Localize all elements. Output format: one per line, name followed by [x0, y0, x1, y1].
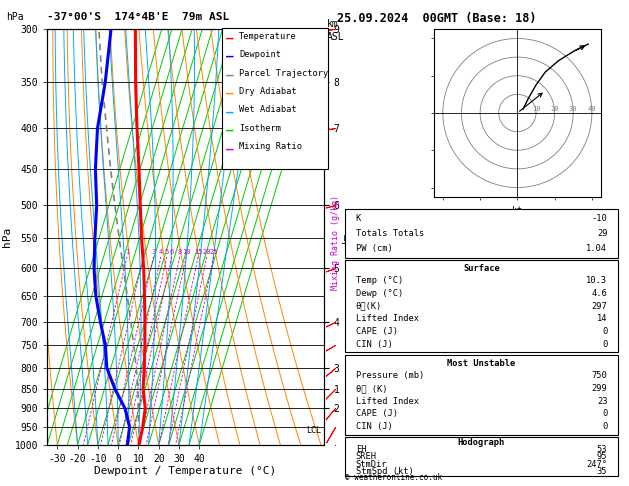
- Text: Totals Totals: Totals Totals: [355, 229, 424, 238]
- Text: —: —: [226, 50, 234, 63]
- Text: θᴇ (K): θᴇ (K): [355, 384, 387, 393]
- Text: 53: 53: [597, 445, 608, 454]
- Text: Mixing Ratio: Mixing Ratio: [239, 142, 302, 152]
- Text: θᴇ(K): θᴇ(K): [355, 302, 382, 311]
- Text: Surface: Surface: [463, 264, 500, 273]
- Text: Dewp (°C): Dewp (°C): [355, 289, 403, 298]
- Text: Isotherm: Isotherm: [239, 124, 281, 133]
- Text: StmDir: StmDir: [355, 460, 387, 469]
- Text: Dry Adiabat: Dry Adiabat: [239, 87, 297, 96]
- Text: Lifted Index: Lifted Index: [355, 314, 419, 323]
- Text: 14: 14: [597, 314, 608, 323]
- Text: 40: 40: [587, 106, 596, 112]
- X-axis label: kt: kt: [513, 206, 522, 215]
- Text: Lifted Index: Lifted Index: [355, 397, 419, 406]
- Text: -37°00'S  174°4B'E  79m ASL: -37°00'S 174°4B'E 79m ASL: [47, 12, 230, 22]
- Text: —: —: [226, 50, 234, 63]
- Text: CAPE (J): CAPE (J): [355, 327, 398, 336]
- Text: LCL: LCL: [306, 426, 321, 435]
- Text: Most Unstable: Most Unstable: [447, 359, 516, 367]
- Text: PW (cm): PW (cm): [355, 243, 392, 253]
- Text: 10: 10: [532, 106, 540, 112]
- Text: EH: EH: [355, 445, 366, 454]
- Text: hPa: hPa: [6, 12, 24, 22]
- Text: Mixing Ratio (g/kg): Mixing Ratio (g/kg): [331, 195, 340, 291]
- Text: 10.3: 10.3: [586, 277, 608, 285]
- Text: -10: -10: [592, 214, 608, 223]
- Text: —: —: [226, 32, 234, 45]
- Text: 20: 20: [203, 249, 211, 255]
- Text: 0: 0: [602, 410, 608, 418]
- Text: 95: 95: [597, 452, 608, 461]
- Text: © weatheronline.co.uk: © weatheronline.co.uk: [345, 473, 442, 482]
- Text: 1: 1: [125, 249, 129, 255]
- Text: Wet Adiabat: Wet Adiabat: [239, 105, 297, 115]
- Text: 0: 0: [602, 422, 608, 431]
- Text: 2: 2: [142, 249, 145, 255]
- X-axis label: Dewpoint / Temperature (°C): Dewpoint / Temperature (°C): [94, 467, 277, 476]
- Text: SREH: SREH: [355, 452, 377, 461]
- Text: Parcel Trajectory: Parcel Trajectory: [239, 69, 328, 78]
- Text: CIN (J): CIN (J): [355, 340, 392, 348]
- Text: Mixing Ratio: Mixing Ratio: [239, 142, 302, 152]
- Text: Wet Adiabat: Wet Adiabat: [239, 105, 297, 115]
- Text: 4.6: 4.6: [592, 289, 608, 298]
- Text: ASL: ASL: [326, 32, 344, 42]
- Text: 0: 0: [602, 340, 608, 348]
- Text: Temp (°C): Temp (°C): [355, 277, 403, 285]
- Y-axis label: km
ASL: km ASL: [342, 228, 364, 246]
- Text: Isotherm: Isotherm: [239, 124, 281, 133]
- Text: —: —: [226, 32, 234, 45]
- Text: 10: 10: [182, 249, 191, 255]
- Text: Temperature: Temperature: [239, 32, 297, 41]
- Text: 0: 0: [602, 327, 608, 336]
- Text: Dewpoint: Dewpoint: [239, 50, 281, 59]
- Text: —: —: [226, 105, 234, 119]
- Text: 5: 5: [165, 249, 169, 255]
- Text: Parcel Trajectory: Parcel Trajectory: [239, 69, 328, 78]
- Text: —: —: [226, 124, 234, 137]
- Text: 25.09.2024  00GMT (Base: 18): 25.09.2024 00GMT (Base: 18): [337, 12, 536, 25]
- Text: 6: 6: [170, 249, 174, 255]
- Y-axis label: hPa: hPa: [2, 227, 12, 247]
- Text: 299: 299: [592, 384, 608, 393]
- Text: —: —: [226, 105, 234, 119]
- Text: Temperature: Temperature: [239, 32, 297, 41]
- FancyBboxPatch shape: [345, 437, 618, 476]
- Text: CIN (J): CIN (J): [355, 422, 392, 431]
- FancyBboxPatch shape: [345, 260, 618, 352]
- Text: —: —: [226, 87, 234, 100]
- Text: 297: 297: [592, 302, 608, 311]
- Text: 8: 8: [178, 249, 182, 255]
- Text: CAPE (J): CAPE (J): [355, 410, 398, 418]
- Text: —: —: [226, 124, 234, 137]
- Text: 35: 35: [597, 467, 608, 476]
- Text: —: —: [226, 142, 234, 156]
- Text: 25: 25: [209, 249, 218, 255]
- Text: 29: 29: [597, 229, 608, 238]
- Text: —: —: [226, 69, 234, 82]
- Text: 1.04: 1.04: [586, 243, 608, 253]
- Text: Dry Adiabat: Dry Adiabat: [239, 87, 297, 96]
- Text: —: —: [226, 87, 234, 100]
- Text: StmSpd (kt): StmSpd (kt): [355, 467, 413, 476]
- Text: 4: 4: [159, 249, 163, 255]
- Text: Dewpoint: Dewpoint: [239, 50, 281, 59]
- FancyBboxPatch shape: [345, 209, 618, 258]
- Text: 20: 20: [550, 106, 559, 112]
- Text: —: —: [226, 142, 234, 156]
- Text: 3: 3: [152, 249, 155, 255]
- Text: Hodograph: Hodograph: [458, 438, 505, 447]
- Text: km: km: [326, 19, 338, 30]
- Text: 750: 750: [592, 371, 608, 380]
- Text: 247°: 247°: [586, 460, 608, 469]
- FancyBboxPatch shape: [345, 355, 618, 435]
- Text: Pressure (mb): Pressure (mb): [355, 371, 424, 380]
- Text: 30: 30: [569, 106, 577, 112]
- Text: —: —: [226, 69, 234, 82]
- Text: K: K: [355, 214, 361, 223]
- Text: 15: 15: [194, 249, 203, 255]
- Text: 23: 23: [597, 397, 608, 406]
